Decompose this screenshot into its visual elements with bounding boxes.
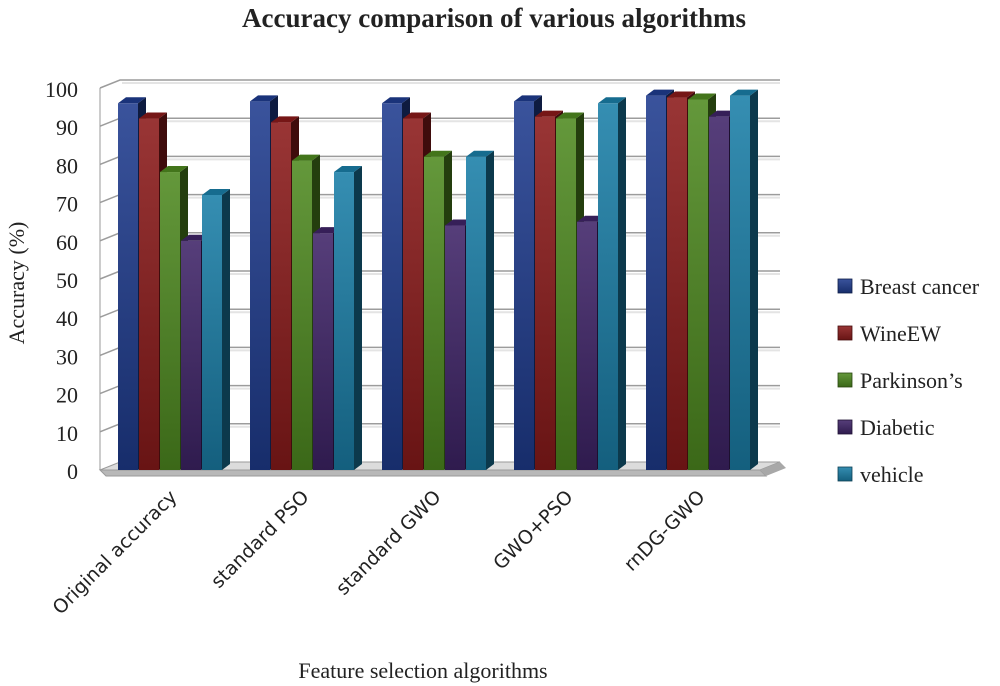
bar-front (688, 99, 708, 471)
x-tick-label: GWO+PSO (489, 486, 577, 574)
bar-top (598, 97, 626, 104)
bar (598, 97, 626, 470)
bars (118, 89, 758, 471)
legend-label: Breast cancer (860, 274, 980, 299)
x-tick-label: standard GWO (332, 486, 446, 600)
bar-front (709, 116, 729, 471)
legend-label: Diabetic (860, 415, 935, 440)
floor-side (760, 462, 786, 476)
bar-top (730, 89, 758, 96)
x-tick-label: Original accuracy (49, 486, 182, 619)
bar-top (403, 112, 431, 119)
bar-top (139, 112, 167, 119)
bar-top (202, 188, 230, 195)
bar-front (535, 116, 555, 471)
bar (730, 89, 758, 470)
legend-swatch (837, 372, 853, 388)
bar-front (598, 103, 618, 470)
bar-front (334, 172, 354, 471)
y-tick-label: 30 (56, 344, 78, 369)
bar-front (667, 97, 687, 471)
bar-side (486, 150, 494, 470)
legend-label: Parkinson’s (860, 368, 963, 393)
y-tick-label: 20 (56, 383, 78, 408)
y-tick-label: 40 (56, 306, 78, 331)
bar-top (334, 166, 362, 173)
bar-front (160, 172, 180, 471)
bar-top (424, 150, 452, 157)
bar-front (646, 95, 666, 470)
legend-swatch (837, 325, 853, 341)
bar-top (556, 112, 584, 119)
bar-side (750, 89, 758, 470)
bar-top (118, 97, 146, 104)
bar-front (313, 233, 333, 470)
bar-front (292, 160, 312, 470)
bar-front (730, 95, 750, 470)
legend-item: Breast cancer (837, 274, 980, 299)
bar-top (667, 91, 695, 98)
bar-front (181, 240, 201, 470)
y-axis-label: Accuracy (%) (4, 222, 29, 345)
bar-front (118, 103, 138, 470)
legend-swatch (837, 466, 853, 482)
bar (466, 150, 494, 470)
bar (202, 188, 230, 470)
x-axis-ticks: Original accuracy standard PSO standard GW… (49, 486, 710, 619)
legend-item: vehicle (837, 462, 924, 487)
bar-top (514, 95, 542, 102)
bar-front (382, 103, 402, 470)
y-tick-label: 80 (56, 153, 78, 178)
legend: Breast cancer WineEW Parkinson’s Diabetic ve… (837, 274, 980, 487)
y-tick-label: 60 (56, 230, 78, 255)
bar (334, 166, 362, 471)
legend-item: Parkinson’s (837, 368, 963, 393)
bar-front (445, 225, 465, 470)
legend-label: WineEW (860, 321, 941, 346)
y-tick-label: 0 (67, 459, 78, 484)
y-tick-label: 90 (56, 115, 78, 140)
bar-top (646, 89, 674, 96)
y-tick-label: 70 (56, 192, 78, 217)
legend-label: vehicle (860, 462, 924, 487)
bar-front (403, 118, 423, 470)
legend-swatch (837, 278, 853, 294)
bar-top (160, 166, 188, 173)
bar-front (577, 221, 597, 470)
bar-top (292, 154, 320, 161)
bar-side (618, 97, 626, 470)
legend-item: WineEW (837, 321, 941, 346)
bar-front (424, 156, 444, 470)
y-tick-label: 100 (45, 77, 78, 102)
bar-top (688, 93, 716, 100)
bar-front (250, 101, 270, 471)
bar-front (556, 118, 576, 470)
bar-front (466, 156, 486, 470)
bar-top (382, 97, 410, 104)
y-axis-ticks: 0 10 20 30 40 50 60 70 80 90 100 (45, 77, 78, 484)
bar-side (354, 166, 362, 471)
x-tick-label: rnDG-GWO (620, 486, 710, 576)
gridline (99, 79, 780, 89)
legend-item: Diabetic (837, 415, 935, 440)
bar-front (514, 101, 534, 471)
bar-top (271, 116, 299, 123)
x-axis-label: Feature selection algorithms (298, 658, 547, 683)
bar-top (466, 150, 494, 157)
y-tick-label: 10 (56, 421, 78, 446)
bar-top (250, 95, 278, 102)
legend-swatch (837, 419, 853, 435)
bar-front (202, 194, 222, 470)
bar-top (535, 110, 563, 117)
bar-front (139, 118, 159, 470)
y-tick-label: 50 (56, 268, 78, 293)
chart-title: Accuracy comparison of various algorithm… (242, 3, 746, 33)
bar-front (271, 122, 291, 470)
floor-front (98, 469, 768, 477)
bar-side (222, 188, 230, 470)
x-tick-label: standard PSO (207, 486, 314, 593)
